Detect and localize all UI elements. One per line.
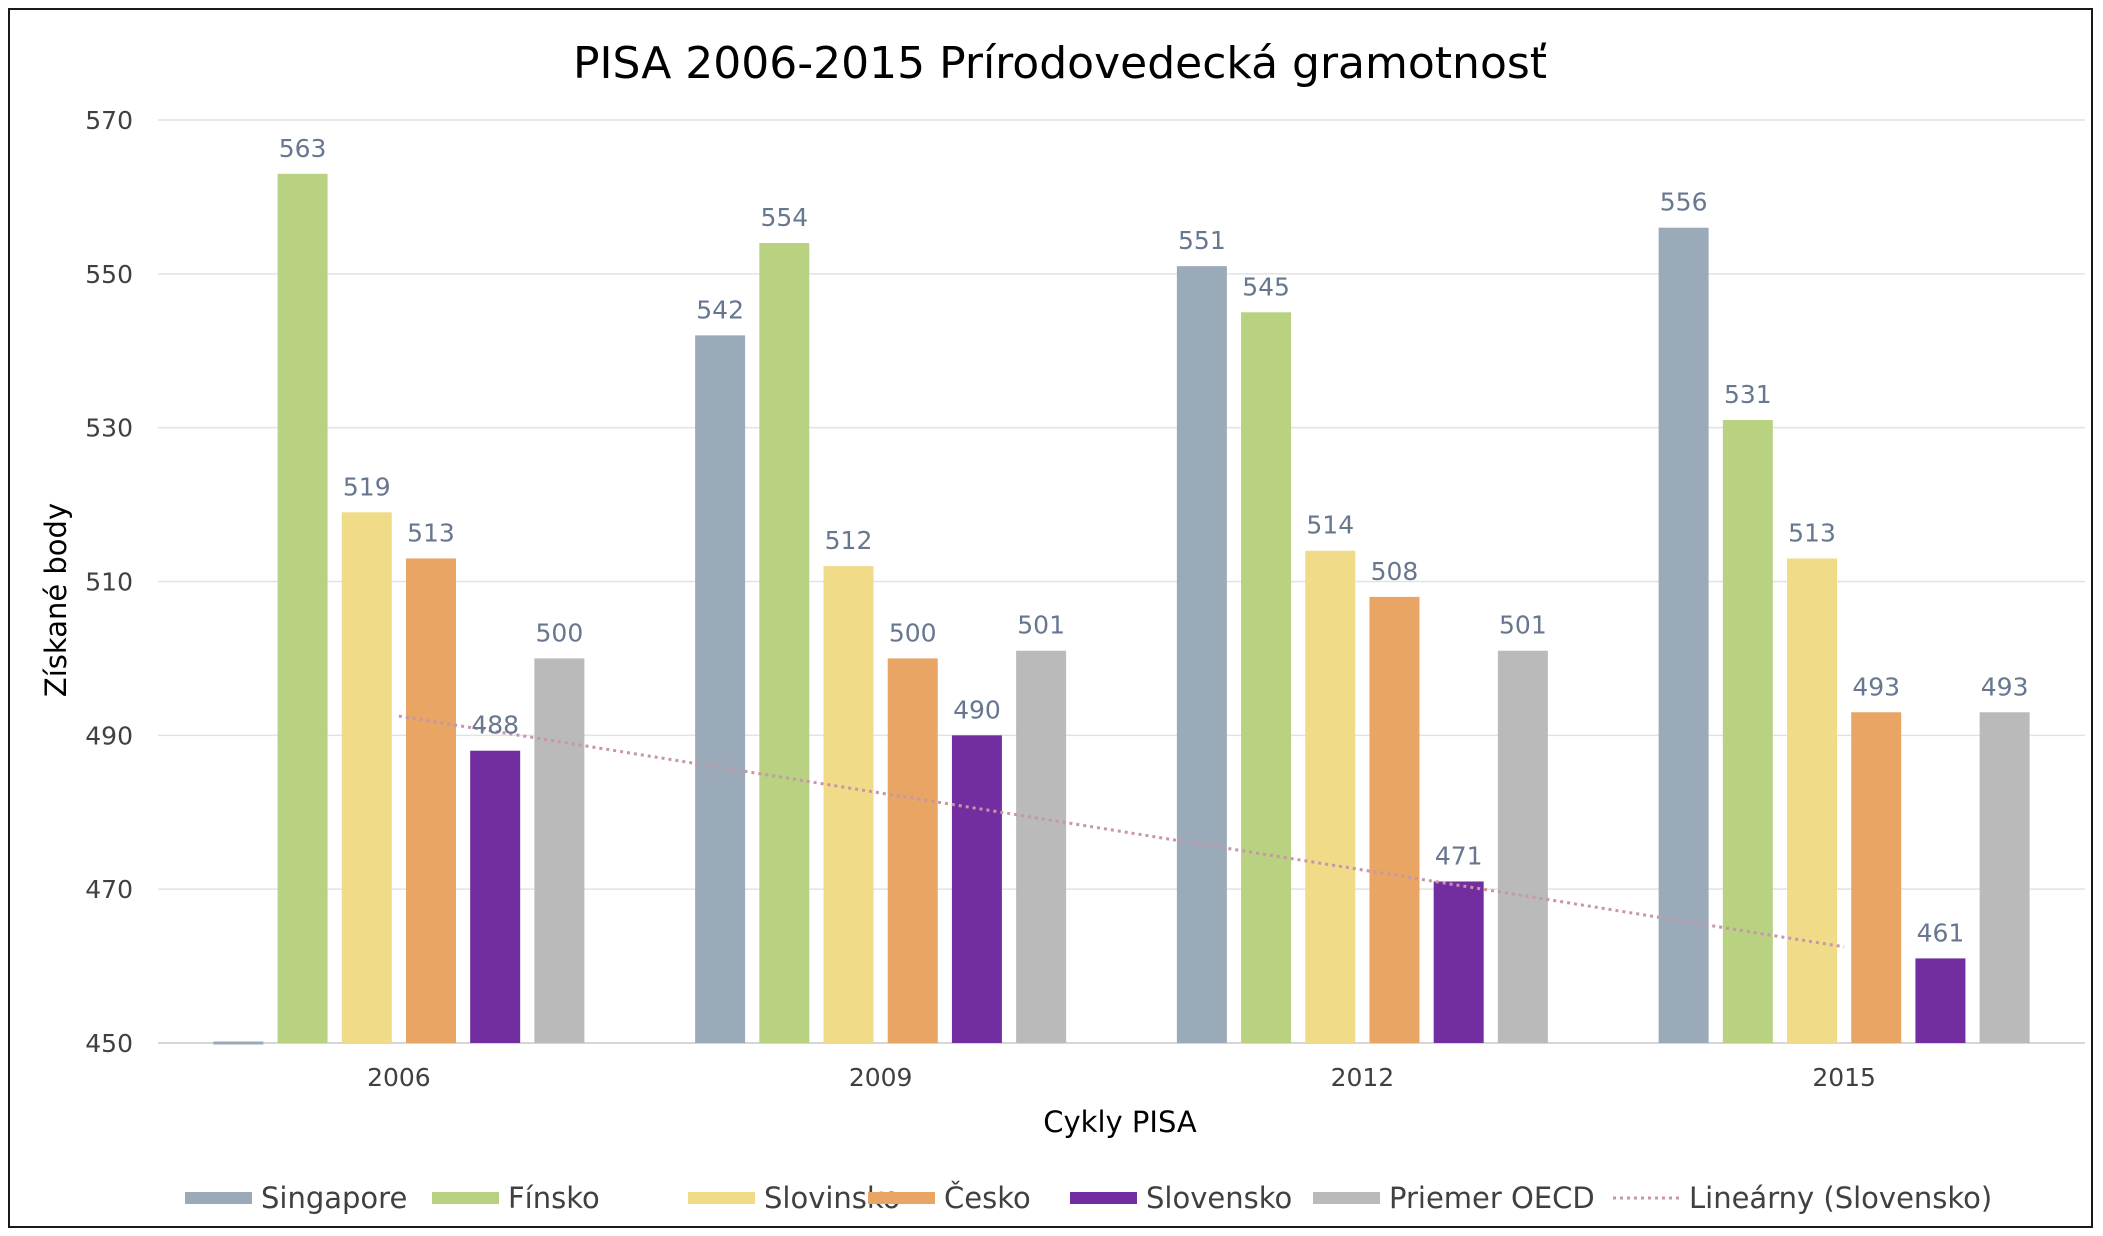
data-label: 493 [1981,672,2029,701]
y-axis-ticks: 450 470 490 510 530 550 570 [85,106,133,1058]
bar [341,512,392,1043]
legend-label: Slovensko [1146,1181,1292,1215]
data-label: 461 [1917,918,1965,947]
bar [1915,958,1966,1043]
y-tick-label: 530 [85,414,133,443]
x-axis-ticks: 2006 2009 2012 2015 [367,1063,1876,1092]
x-tick-label: 2009 [849,1063,913,1092]
x-tick-label: 2012 [1331,1063,1395,1092]
data-label: 554 [760,203,808,232]
legend-swatch [688,1192,755,1204]
bar [1016,650,1067,1043]
bar [1851,712,1902,1043]
data-label: 514 [1306,511,1354,540]
bar [1241,312,1292,1044]
x-axis-title: Cykly PISA [1043,1105,1197,1139]
bar [1979,712,2030,1043]
data-label: 501 [1017,611,1065,640]
legend-label: Priemer OECD [1389,1181,1595,1215]
bar [1497,650,1548,1043]
data-label: 512 [825,526,873,555]
legend: Singapore Fínsko Slovinsko Česko Slovensko Pr… [185,1181,1992,1215]
data-label: 471 [1435,841,1483,870]
bar [759,243,810,1044]
legend-swatch [1313,1192,1380,1204]
data-label: 513 [407,518,455,547]
bar [951,735,1002,1043]
data-label: 545 [1242,272,1290,301]
y-tick-label: 570 [85,106,133,135]
y-tick-label: 510 [85,568,133,597]
y-axis-title: Získané body [39,503,73,697]
legend-swatch [185,1192,252,1204]
bar [1433,881,1484,1043]
y-tick-label: 450 [85,1029,133,1058]
data-label: 519 [343,472,391,501]
x-tick-label: 2006 [367,1063,431,1092]
bar [1369,596,1420,1043]
data-label: 556 [1660,188,1708,217]
legend-label: Lineárny (Slovensko) [1689,1181,1992,1215]
y-tick-label: 470 [85,875,133,904]
data-label: 488 [471,711,519,740]
data-label: 493 [1852,672,1900,701]
legend-label: Fínsko [508,1181,600,1215]
data-label: 513 [1788,518,1836,547]
data-label: 551 [1178,226,1226,255]
data-label: 490 [953,695,1001,724]
bar [1305,550,1356,1043]
bar [887,658,938,1043]
bar [470,750,521,1043]
trendline [398,714,1845,949]
y-tick-label: 490 [85,721,133,750]
legend-swatch [868,1192,935,1204]
data-label: 501 [1499,611,1547,640]
bar [823,566,874,1043]
bars [213,173,2030,1045]
data-label: 500 [889,618,937,647]
bar [1722,419,1773,1044]
data-label: 508 [1371,557,1419,586]
x-tick-label: 2015 [1812,1063,1876,1092]
data-label: 531 [1724,380,1772,409]
bar [405,558,456,1043]
trendline-line [398,714,1845,949]
bar [277,173,328,1043]
chart-title: PISA 2006-2015 Prírodovedecká gramotnosť [573,38,1547,89]
bar [695,335,746,1043]
bar [1787,558,1838,1043]
data-labels: 563 519 513 488 500 542 554 512 500 490 501 551 545 5… [279,134,2029,948]
legend-swatch [1070,1192,1137,1204]
legend-label: Česko [944,1181,1031,1215]
bar [534,658,585,1043]
legend-swatch [432,1192,499,1204]
bar [1176,266,1227,1043]
legend-label: Singapore [261,1181,407,1215]
bar [1658,227,1709,1043]
data-label: 563 [279,134,327,163]
data-label: 500 [536,618,584,647]
y-tick-label: 550 [85,260,133,289]
data-label: 542 [696,295,744,324]
